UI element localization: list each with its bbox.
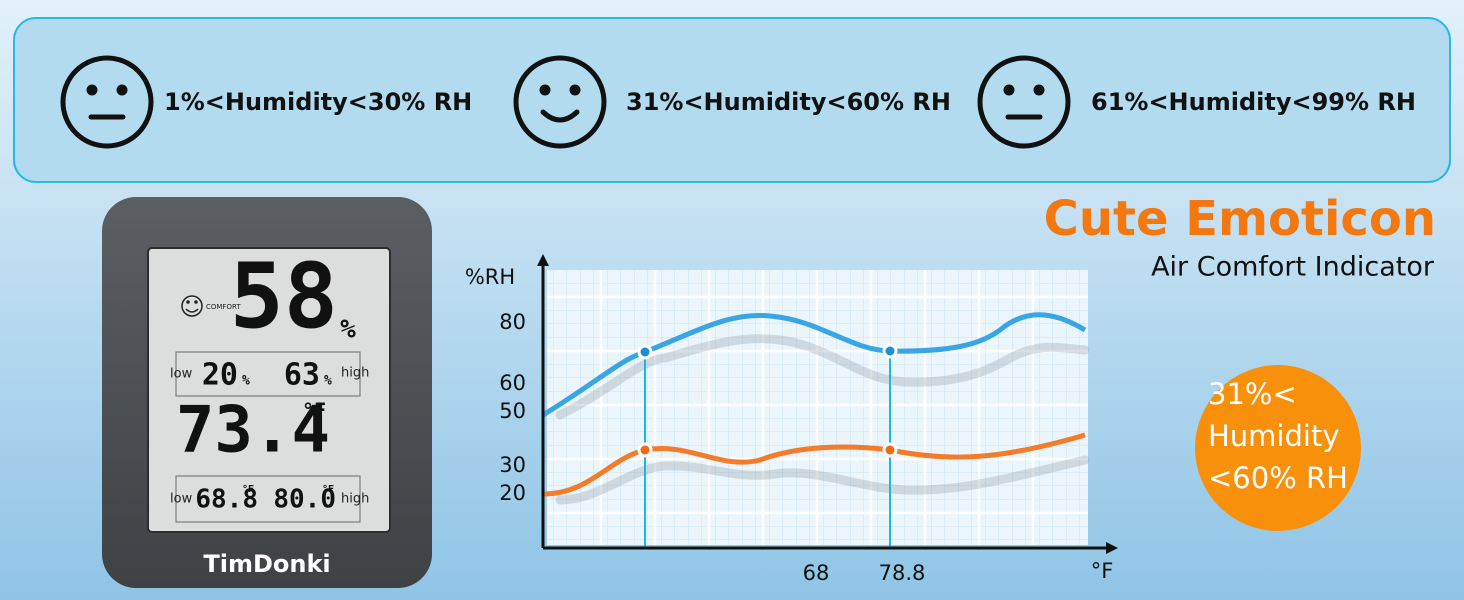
face-neutral bbox=[60, 55, 154, 149]
unit: °F bbox=[302, 399, 326, 423]
axes bbox=[541, 262, 1110, 550]
unit: % bbox=[324, 374, 332, 389]
temperature: 73.4 bbox=[176, 394, 330, 468]
x-tick-label: 68 bbox=[803, 561, 830, 585]
y-tick-label: 30 bbox=[499, 453, 526, 477]
y-tick-label: 50 bbox=[499, 399, 526, 423]
y-tick-label: 80 bbox=[499, 310, 526, 334]
x-tick-label: 78.8 bbox=[879, 561, 926, 585]
humidity-low: 20 bbox=[202, 358, 238, 393]
x-axis-label: °F bbox=[1091, 559, 1114, 583]
points bbox=[637, 343, 898, 458]
banner bbox=[13, 17, 1451, 183]
unit: °F bbox=[242, 484, 254, 495]
high-label: high bbox=[341, 492, 369, 507]
comfort-icon bbox=[181, 295, 203, 317]
temp-high: 80.0 bbox=[273, 485, 336, 515]
face-neutral bbox=[977, 55, 1071, 149]
face-happy bbox=[513, 55, 607, 149]
curve-shadow bbox=[555, 334, 1090, 505]
badge-line: Humidity bbox=[1208, 419, 1340, 453]
grid bbox=[547, 270, 1088, 545]
headline-title: Cute Emoticon bbox=[1044, 191, 1436, 247]
badge-line: 31%< bbox=[1208, 377, 1297, 411]
unit: % bbox=[340, 315, 356, 345]
screen bbox=[147, 247, 391, 533]
badge bbox=[1195, 365, 1361, 531]
y-tick-label: 20 bbox=[499, 481, 526, 505]
range-label: 1%<Humidity<30% RH bbox=[164, 88, 472, 116]
humidity-curve bbox=[541, 312, 1087, 418]
temp-low: 68.8 bbox=[195, 485, 258, 515]
humidity: 58 bbox=[230, 244, 338, 349]
y-axis-label: %RH bbox=[465, 265, 515, 289]
divider-box bbox=[175, 475, 361, 523]
range-label: 61%<Humidity<99% RH bbox=[1091, 88, 1416, 116]
low-label: low bbox=[170, 367, 193, 382]
unit: °F bbox=[322, 484, 334, 495]
y-tick-label: 60 bbox=[499, 371, 526, 395]
divider-box bbox=[175, 351, 361, 397]
headline-subtitle: Air Comfort Indicator bbox=[1151, 252, 1435, 283]
high-label: high bbox=[341, 366, 369, 381]
low-label: low bbox=[170, 492, 193, 507]
humidity-high: 63 bbox=[284, 358, 320, 393]
badge-line: <60% RH bbox=[1208, 461, 1348, 495]
temperature-curve bbox=[542, 432, 1086, 497]
comfort-label: COMFORT bbox=[206, 303, 241, 311]
range-label: 31%<Humidity<60% RH bbox=[626, 88, 951, 116]
brand: TimDonki bbox=[203, 550, 330, 578]
unit: % bbox=[242, 374, 250, 389]
